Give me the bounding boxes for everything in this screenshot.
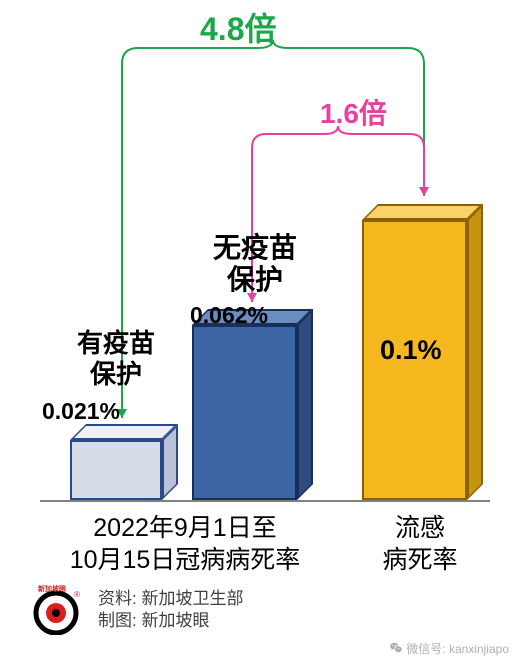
- bar-unvaccinated-value: 0.062%: [190, 302, 268, 329]
- bar-flu-value: 0.1%: [380, 335, 442, 366]
- xlabel-flu-line2: 病死率: [352, 540, 488, 576]
- xlabel-covid-line2: 10月15日冠病病死率: [25, 540, 345, 576]
- wechat-icon: [389, 641, 403, 655]
- x-axis: [40, 500, 490, 502]
- bar-vaccinated-label: 有疫苗 保护: [48, 328, 184, 390]
- logo-eye: 新加坡眼 ®: [30, 583, 82, 635]
- svg-text:®: ®: [74, 590, 80, 599]
- credit-author: 制图: 新加坡眼: [98, 606, 209, 631]
- wechat-id: 微信号: kanxinjiapo: [389, 640, 509, 657]
- xlabel-flu-line1: 流感: [365, 508, 475, 544]
- chart-area: 4.8倍 1.6倍 有疫苗 保护 0.021% 无疫苗 保护 0.062% 0.…: [0, 0, 517, 623]
- bar-unvaccinated-label: 无疫苗 保护: [180, 232, 330, 296]
- footer: 新加坡眼 ® 资料: 新加坡卫生部 制图: 新加坡眼 微信号: kanxinji…: [0, 623, 517, 663]
- xlabel-covid-line1: 2022年9月1日至: [45, 508, 325, 544]
- bar-vaccinated-value: 0.021%: [42, 398, 120, 425]
- logo-text: 新加坡眼: [38, 584, 66, 593]
